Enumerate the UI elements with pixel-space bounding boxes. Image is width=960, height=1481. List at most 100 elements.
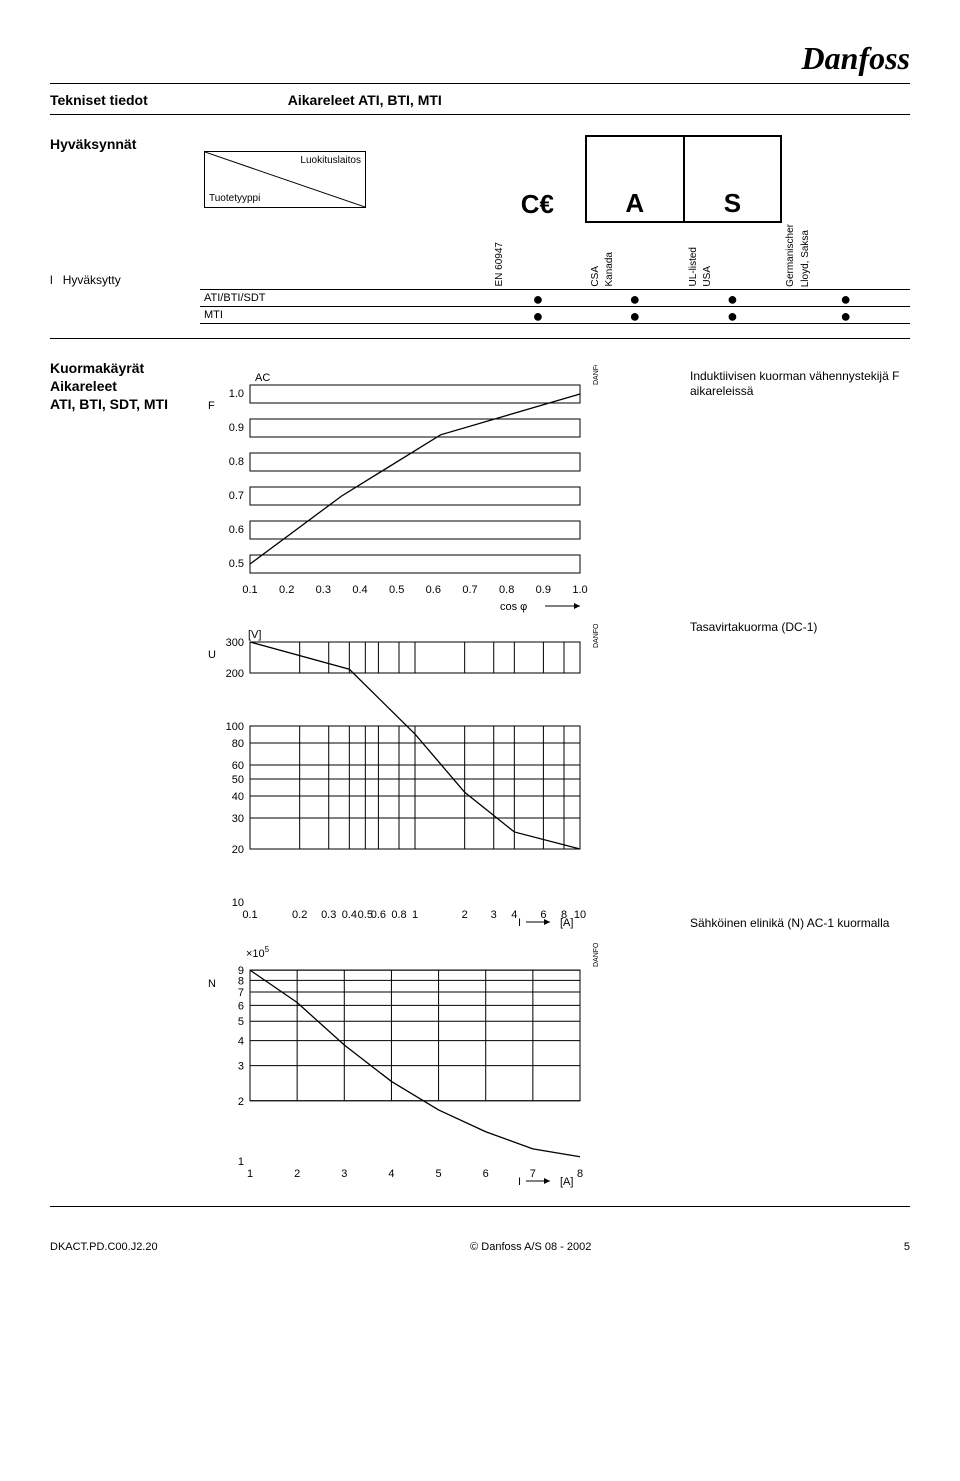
svg-text:0.8: 0.8 (499, 584, 514, 596)
svg-text:80: 80 (232, 738, 244, 750)
section-sub1: Aikareleet (50, 377, 180, 395)
chart1-title: AC (255, 372, 270, 384)
chart2-yunit: [V] (248, 629, 261, 641)
row-1-label: MTI (200, 306, 490, 323)
svg-text:1.0: 1.0 (572, 584, 587, 596)
approved-mark: l (50, 273, 53, 287)
svg-text:0.2: 0.2 (292, 909, 307, 921)
svg-text:0.3: 0.3 (321, 909, 336, 921)
svg-text:10: 10 (232, 897, 244, 909)
svg-text:4: 4 (388, 1168, 394, 1180)
cert-s-icon: S (684, 136, 782, 222)
svg-text:0.7: 0.7 (462, 584, 477, 596)
svg-text:8: 8 (577, 1168, 583, 1180)
cert-col-3b: Germanischer (785, 224, 796, 287)
svg-text:4: 4 (511, 909, 517, 921)
svg-text:40: 40 (232, 791, 244, 803)
page-category: Tekniset tiedot (50, 92, 148, 108)
svg-text:300: 300 (226, 637, 244, 649)
section-sub2: ATI, BTI, SDT, MTI (50, 395, 180, 413)
col-authority: Luokituslaitos (300, 155, 361, 166)
svg-text:0.3: 0.3 (316, 584, 331, 596)
svg-text:0.4: 0.4 (342, 909, 357, 921)
svg-text:1.0: 1.0 (229, 388, 244, 400)
cert-col-0: EN 60947 (494, 242, 505, 286)
svg-text:1: 1 (238, 1156, 244, 1168)
svg-text:0.9: 0.9 (229, 422, 244, 434)
chart2-ylabel: U (208, 649, 216, 661)
svg-text:6: 6 (540, 909, 546, 921)
svg-text:7: 7 (530, 1168, 536, 1180)
chart3-yexp: ×105 (246, 945, 270, 960)
svg-text:4: 4 (238, 1035, 244, 1047)
col-product: Tuotetyyppi (209, 193, 260, 204)
chart1-ylabel: F (208, 400, 215, 412)
svg-text:0.9: 0.9 (536, 584, 551, 596)
chart3-xlabel: I (518, 1176, 521, 1188)
chart-1: AC F 1.00.90.80.70.60.50.10.20.30.40.50.… (200, 365, 670, 618)
svg-text:2: 2 (238, 1096, 244, 1108)
brand-logo: Danfoss (802, 40, 910, 77)
chart1-xlabel: cos φ (500, 601, 527, 613)
svg-text:0.6: 0.6 (371, 909, 386, 921)
svg-text:0.1: 0.1 (242, 584, 257, 596)
svg-text:0.8: 0.8 (229, 456, 244, 468)
chart3-caption: Sähköinen elinikä (N) AC-1 kuormalla (690, 916, 910, 932)
cert-a-icon: A (586, 136, 684, 222)
svg-text:5: 5 (238, 1016, 244, 1028)
chart1-code: DANFOSS A47H66.10 (593, 365, 600, 385)
svg-text:6: 6 (238, 1000, 244, 1012)
chart2-code: DANFOSS A47H64.10 (593, 624, 600, 648)
svg-text:8: 8 (238, 975, 244, 987)
cert-col-1t: Kanada (604, 252, 615, 286)
svg-text:1: 1 (247, 1168, 253, 1180)
cert-col-2b: UL-listed (688, 247, 699, 286)
cert-ce-icon: C€ (490, 136, 586, 222)
svg-text:30: 30 (232, 813, 244, 825)
footer-left: DKACT.PD.C00.J2.20 (50, 1241, 158, 1253)
chart2-xlabel: I (518, 917, 521, 929)
svg-text:3: 3 (238, 1060, 244, 1072)
svg-text:20: 20 (232, 844, 244, 856)
approvals-table: Luokituslaitos Tuotetyyppi C€ A S EN 609… (200, 135, 910, 324)
svg-text:3: 3 (491, 909, 497, 921)
svg-text:7: 7 (238, 987, 244, 999)
svg-text:0.1: 0.1 (242, 909, 257, 921)
svg-text:3: 3 (341, 1168, 347, 1180)
chart1-caption: Induktiivisen kuorman vähennystekijä F a… (690, 369, 910, 400)
cert-col-3t: Lloyd, Saksa (800, 230, 811, 287)
section-title-approvals: Hyväksynnät (50, 135, 180, 153)
svg-text:6: 6 (483, 1168, 489, 1180)
page-title: Aikareleet ATI, BTI, MTI (288, 92, 442, 108)
section-title-curves: Kuormakäyrät (50, 359, 180, 377)
chart2-xunit: [A] (560, 917, 573, 929)
svg-text:5: 5 (436, 1168, 442, 1180)
footer-center: © Danfoss A/S 08 - 2002 (470, 1241, 591, 1253)
cert-col-1b: CSA (590, 266, 601, 287)
row-0-label: ATI/BTI/SDT (200, 289, 490, 306)
cert-col-2t: USA (702, 266, 713, 287)
svg-text:200: 200 (226, 668, 244, 680)
svg-text:0.7: 0.7 (229, 490, 244, 502)
approved-label: Hyväksytty (63, 273, 121, 287)
chart3-code: DANFOSS A47H65.11 (593, 943, 600, 967)
svg-text:0.2: 0.2 (279, 584, 294, 596)
svg-text:100: 100 (226, 721, 244, 733)
footer-right: 5 (904, 1241, 910, 1253)
svg-text:0.6: 0.6 (426, 584, 441, 596)
chart-3: ×105 N 98765432112345678 I [A] DANFOSS A… (200, 943, 670, 1196)
svg-text:10: 10 (574, 909, 586, 921)
svg-text:0.5: 0.5 (229, 558, 244, 570)
svg-text:1: 1 (412, 909, 418, 921)
svg-text:0.6: 0.6 (229, 524, 244, 536)
svg-text:0.5: 0.5 (389, 584, 404, 596)
chart3-xunit: [A] (560, 1176, 573, 1188)
svg-text:2: 2 (462, 909, 468, 921)
svg-text:60: 60 (232, 760, 244, 772)
type-authority-box: Luokituslaitos Tuotetyyppi (204, 151, 366, 208)
svg-text:2: 2 (294, 1168, 300, 1180)
svg-text:50: 50 (232, 774, 244, 786)
chart3-ylabel: N (208, 978, 216, 990)
chart2-caption: Tasavirtakuorma (DC-1) (690, 620, 910, 636)
chart-2: [V] U 300200100806050403020100.10.20.30.… (200, 624, 670, 937)
